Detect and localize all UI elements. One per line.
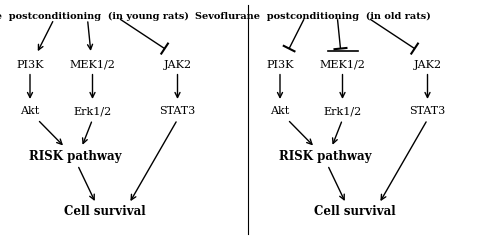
- Text: Erk1/2: Erk1/2: [74, 106, 112, 116]
- Text: PI3K: PI3K: [266, 60, 294, 70]
- Text: Akt: Akt: [270, 106, 289, 116]
- Text: STAT3: STAT3: [160, 106, 196, 116]
- Text: Cell survival: Cell survival: [64, 205, 146, 218]
- Text: STAT3: STAT3: [410, 106, 446, 116]
- Text: Sevoflurane  postconditioning  (in young rats): Sevoflurane postconditioning (in young r…: [0, 12, 188, 21]
- Text: Akt: Akt: [20, 106, 40, 116]
- Text: JAK2: JAK2: [164, 60, 192, 70]
- Text: MEK1/2: MEK1/2: [320, 60, 366, 70]
- Text: Cell survival: Cell survival: [314, 205, 396, 218]
- Text: RISK pathway: RISK pathway: [29, 150, 121, 163]
- Text: Sevoflurane  postconditioning  (in old rats): Sevoflurane postconditioning (in old rat…: [194, 12, 430, 21]
- Text: MEK1/2: MEK1/2: [70, 60, 116, 70]
- Text: Erk1/2: Erk1/2: [324, 106, 362, 116]
- Text: JAK2: JAK2: [414, 60, 442, 70]
- Text: RISK pathway: RISK pathway: [279, 150, 371, 163]
- Text: PI3K: PI3K: [16, 60, 44, 70]
